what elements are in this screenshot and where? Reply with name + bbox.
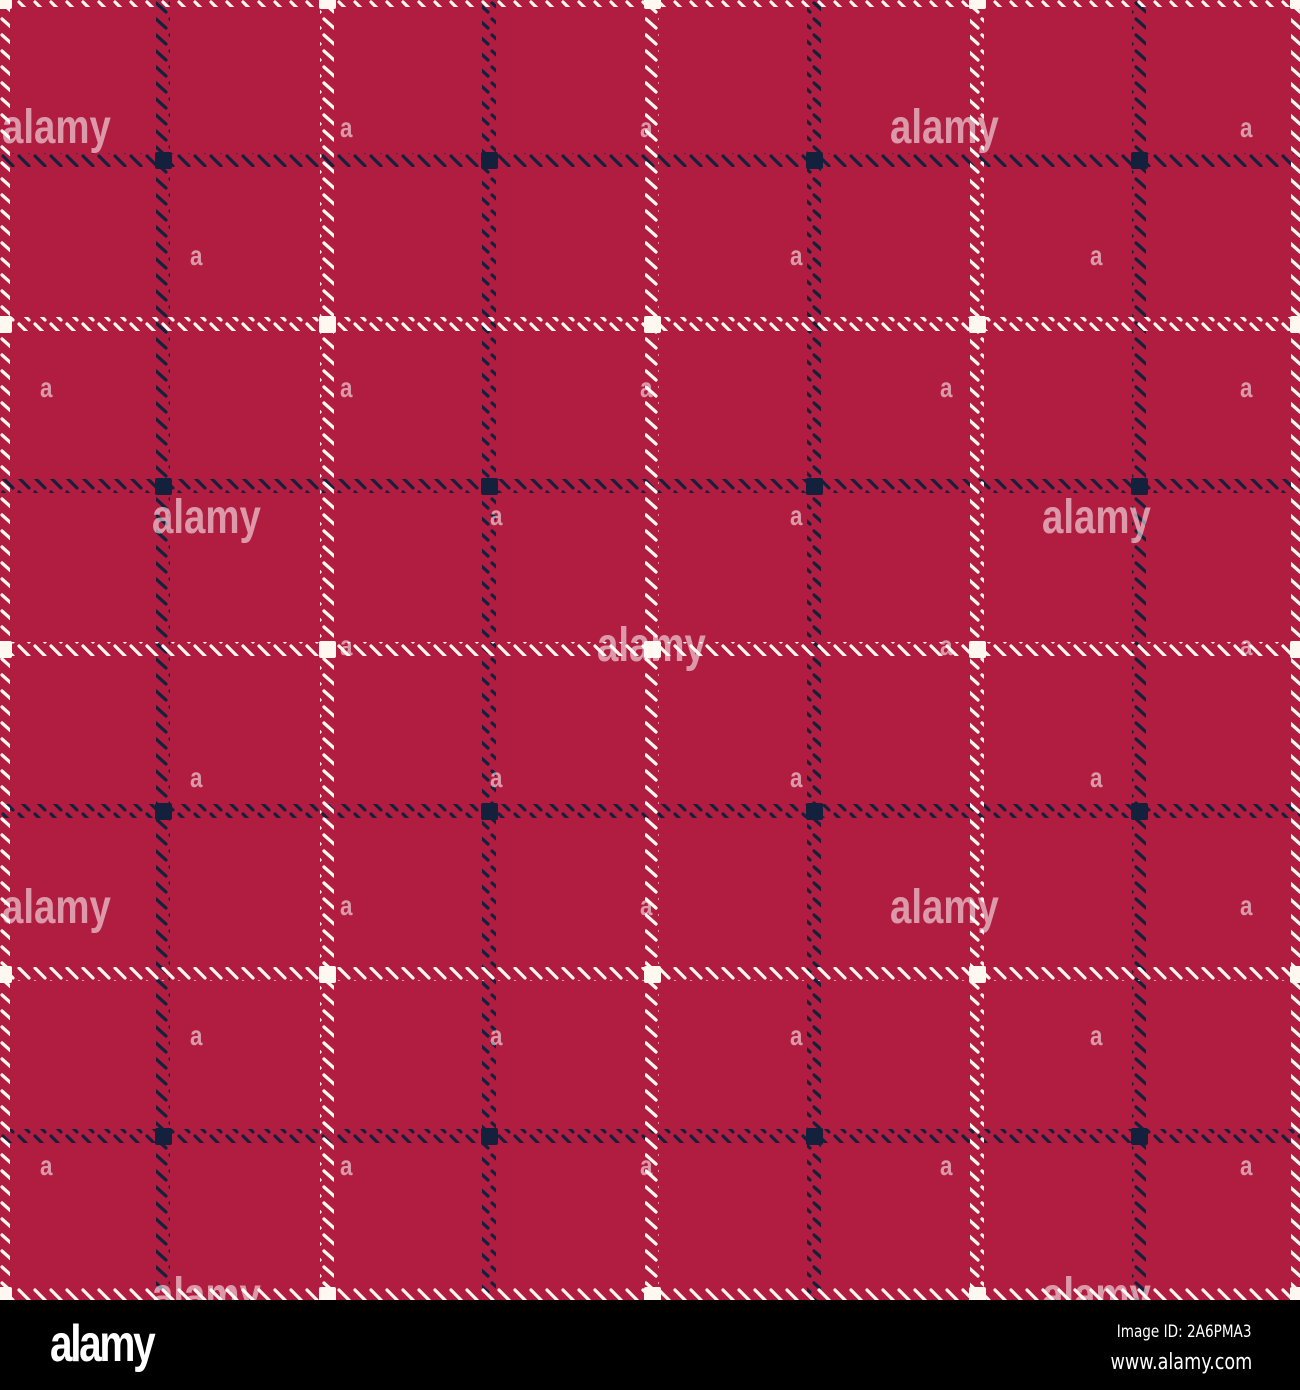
navy-intersection bbox=[155, 478, 172, 495]
navy-intersection bbox=[481, 478, 498, 495]
navy-intersection bbox=[1131, 803, 1148, 820]
footer-bar: alamy Image ID: 2A6PMA3 www.alamy.com bbox=[0, 1300, 1300, 1390]
white-intersection bbox=[319, 966, 336, 983]
white-intersection bbox=[644, 966, 661, 983]
white-intersection bbox=[1290, 966, 1300, 983]
website-link: www.alamy.com bbox=[1110, 1350, 1252, 1375]
navy-intersection bbox=[481, 803, 498, 820]
white-intersection bbox=[0, 0, 12, 9]
white-intersection bbox=[644, 316, 661, 333]
white-intersection bbox=[1290, 1287, 1300, 1300]
navy-intersection bbox=[1131, 478, 1148, 495]
white-intersection bbox=[0, 316, 12, 333]
navy-intersection bbox=[481, 152, 498, 169]
navy-intersection bbox=[806, 152, 823, 169]
navy-intersection bbox=[806, 803, 823, 820]
white-intersection bbox=[1290, 641, 1300, 658]
white-intersection bbox=[319, 0, 336, 9]
white-intersection bbox=[644, 641, 661, 658]
navy-intersection bbox=[1131, 152, 1148, 169]
white-intersection bbox=[969, 0, 986, 9]
white-intersection bbox=[0, 1287, 12, 1300]
white-intersection bbox=[1290, 316, 1300, 333]
white-intersection bbox=[319, 316, 336, 333]
white-intersection bbox=[319, 641, 336, 658]
navy-intersection bbox=[155, 803, 172, 820]
white-intersection bbox=[319, 1287, 336, 1300]
navy-intersection bbox=[481, 1128, 498, 1145]
white-intersection bbox=[644, 0, 661, 9]
white-intersection bbox=[969, 316, 986, 333]
navy-intersection bbox=[806, 478, 823, 495]
white-intersection bbox=[644, 1287, 661, 1300]
image-id: Image ID: 2A6PMA3 bbox=[1117, 1322, 1252, 1342]
alamy-logo: alamy bbox=[50, 1315, 156, 1373]
white-intersection bbox=[969, 641, 986, 658]
white-intersection bbox=[1290, 0, 1300, 9]
navy-intersection bbox=[806, 1128, 823, 1145]
white-intersection bbox=[0, 966, 12, 983]
navy-intersection bbox=[155, 1128, 172, 1145]
white-intersection bbox=[969, 1287, 986, 1300]
navy-intersection bbox=[1131, 1128, 1148, 1145]
white-intersection bbox=[0, 641, 12, 658]
plaid-pattern bbox=[0, 0, 1300, 1300]
navy-intersection bbox=[155, 152, 172, 169]
white-intersection bbox=[969, 966, 986, 983]
